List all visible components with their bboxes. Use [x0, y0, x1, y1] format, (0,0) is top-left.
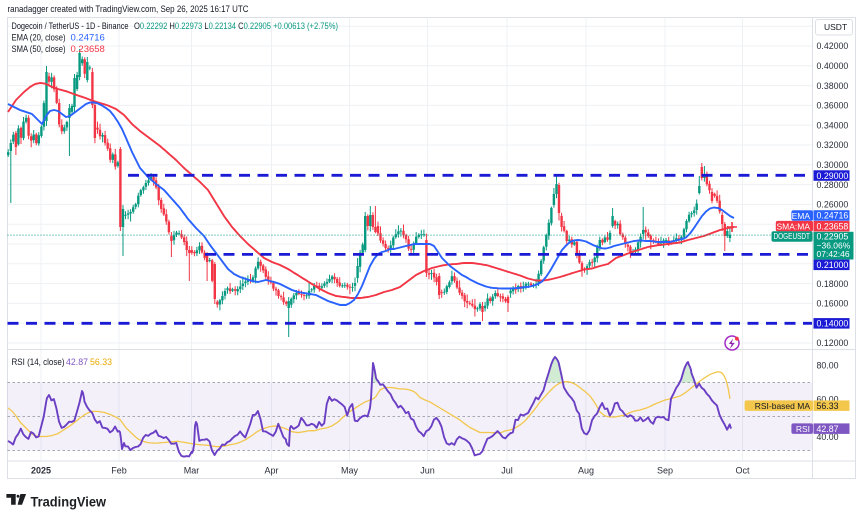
svg-text:TradingView: TradingView: [31, 494, 107, 510]
svg-text:Feb: Feb: [111, 466, 127, 476]
svg-text:RSI-based MA: RSI-based MA: [755, 401, 811, 411]
svg-text:0.18000: 0.18000: [817, 279, 849, 289]
svg-text:SMA:MA: SMA:MA: [776, 222, 810, 232]
svg-text:80.00: 80.00: [817, 361, 839, 371]
svg-text:RSI (14, close): RSI (14, close): [12, 357, 65, 368]
svg-text:56.33: 56.33: [817, 401, 839, 411]
svg-text:60.00: 60.00: [817, 395, 839, 405]
svg-text:0.34000: 0.34000: [817, 120, 849, 130]
svg-text:USDT: USDT: [824, 22, 847, 32]
svg-text:0.22905: 0.22905: [817, 232, 849, 242]
svg-text:0.12000: 0.12000: [817, 338, 849, 348]
svg-text:0.23658: 0.23658: [71, 44, 105, 55]
svg-text:O0.22292 H0.22973 L0.22134: O0.22292 H0.22973 L0.22134 C0.22905 +0.0…: [134, 21, 338, 32]
svg-text:0.36000: 0.36000: [817, 101, 849, 111]
svg-text:42.87: 42.87: [817, 424, 839, 434]
svg-text:42.87: 42.87: [66, 357, 88, 367]
svg-text:0.26000: 0.26000: [817, 200, 849, 210]
svg-text:0.38000: 0.38000: [817, 81, 849, 91]
svg-text:Jun: Jun: [420, 466, 435, 476]
svg-text:0.30000: 0.30000: [817, 160, 849, 170]
svg-text:0.24716: 0.24716: [817, 211, 849, 221]
svg-text:0.21000: 0.21000: [817, 260, 849, 270]
svg-text:0.40000: 0.40000: [817, 61, 849, 71]
svg-text:0.42000: 0.42000: [817, 41, 849, 51]
svg-text:56.33: 56.33: [90, 357, 112, 367]
svg-text:DOGEUSDT: DOGEUSDT: [774, 232, 811, 241]
svg-text:0.24716: 0.24716: [71, 33, 105, 44]
svg-text:Aug: Aug: [578, 466, 594, 476]
svg-text:ranadagger created with Tradin: ranadagger created with TradingView.com,…: [8, 4, 249, 15]
svg-text:Jul: Jul: [501, 466, 513, 476]
svg-text:Apr: Apr: [264, 466, 278, 476]
svg-text:0.29000: 0.29000: [817, 171, 849, 181]
svg-text:Dogecoin / TetherUS - 1D - Bin: Dogecoin / TetherUS - 1D - Binance: [12, 21, 129, 32]
svg-text:EMA (20, close): EMA (20, close): [12, 33, 66, 44]
svg-text:Mar: Mar: [184, 466, 200, 476]
svg-text:−36.06%: −36.06%: [817, 241, 851, 251]
svg-text:2025: 2025: [31, 466, 51, 476]
svg-text:0.23658: 0.23658: [817, 221, 849, 231]
svg-text:0.32000: 0.32000: [817, 140, 849, 150]
svg-text:0.28000: 0.28000: [817, 180, 849, 190]
svg-text:07:42:46: 07:42:46: [817, 249, 850, 259]
svg-text:SMA (50, close): SMA (50, close): [12, 44, 66, 55]
svg-text:May: May: [341, 466, 359, 476]
svg-text:0.16000: 0.16000: [817, 299, 849, 309]
svg-text:EMA: EMA: [792, 211, 811, 221]
svg-text:Sep: Sep: [657, 466, 673, 476]
svg-text:0.14000: 0.14000: [817, 319, 849, 329]
svg-text:40.00: 40.00: [817, 432, 839, 442]
svg-text:RSI: RSI: [796, 424, 810, 434]
svg-text:Oct: Oct: [735, 466, 750, 476]
